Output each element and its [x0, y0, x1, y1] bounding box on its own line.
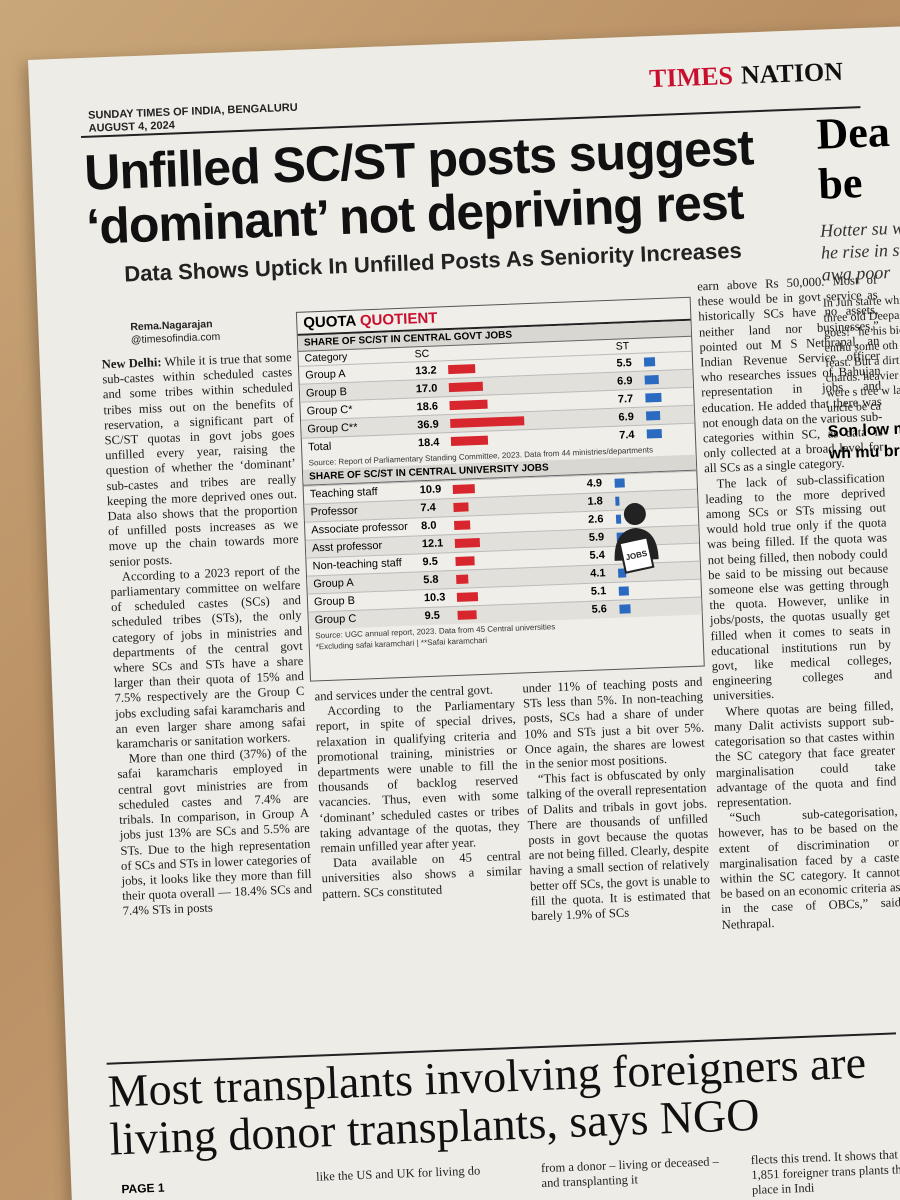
- sidebar-headline-b: be: [817, 158, 864, 209]
- article-paragraph: under 11% of teaching posts and STs less…: [522, 674, 705, 772]
- sc-value: 10.9: [413, 480, 448, 500]
- dateline: New Delhi:: [101, 355, 162, 372]
- sc-value: 36.9: [410, 414, 446, 435]
- sidebar-body: In Jun starte which three old Deepa goes…: [822, 292, 900, 415]
- sidebar-headline-a: Dea: [815, 106, 891, 159]
- sc-bar: [448, 364, 476, 375]
- sc-value: 13.2: [408, 360, 443, 381]
- st-bar: [647, 429, 663, 439]
- sc-bar: [453, 483, 476, 494]
- quota-quotient-chart: QUOTA QUOTIENT SHARE OF SC/ST IN CENTRAL…: [295, 296, 705, 682]
- sc-value: 18.4: [411, 432, 446, 453]
- article-paragraph: More than one third (37%) of the safai k…: [117, 745, 313, 919]
- st-value: 7.7: [611, 389, 641, 409]
- bottom-column-2: from a donor – living or deceased – and …: [540, 1154, 720, 1191]
- st-bar: [644, 357, 656, 367]
- sc-bar: [454, 519, 471, 530]
- article-paragraph: The lack of sub-classification leading t…: [705, 470, 893, 704]
- st-bar: [614, 478, 625, 488]
- st-value: 7.4: [612, 425, 642, 445]
- st-value: 6.9: [610, 371, 640, 391]
- article-paragraph: “This fact is obfuscated by only talking…: [526, 765, 711, 924]
- sc-bar: [449, 399, 488, 411]
- sidebar-story: Dea be Hotter su with he rise in s of aw…: [815, 106, 900, 466]
- article-paragraph: New Delhi: While it is true that some su…: [101, 350, 299, 569]
- govt-jobs-table: Category SC ST Group A 13.2 5.5 Group B 17.0…: [298, 337, 696, 457]
- bottom-headline: Most transplants involving foreigners ar…: [106, 1036, 867, 1165]
- sc-bar: [453, 502, 469, 512]
- sc-value: 9.5: [418, 606, 453, 626]
- article-paragraph: “Such sub-categorisation, however, has t…: [717, 804, 900, 932]
- article-paragraph: Where quotas are being filled, many Dali…: [713, 697, 897, 810]
- sidebar-teaser: Hotter su with he rise in s of awa poor: [819, 216, 900, 285]
- sc-bar: [455, 555, 476, 566]
- st-value: 5.1: [584, 581, 614, 602]
- masthead-nation: NATION: [740, 56, 844, 90]
- bottom-column-3: flects this trend. It shows that of the …: [750, 1146, 900, 1198]
- st-value: 6.9: [612, 407, 641, 427]
- sc-value: 5.8: [416, 570, 452, 590]
- sc-bar: [457, 610, 478, 620]
- sidebar-bold: Son low ma wh mu br a p: [827, 420, 900, 463]
- sc-bar: [457, 591, 479, 602]
- masthead-times: TIMES: [648, 60, 734, 94]
- sc-value: 9.5: [416, 552, 451, 572]
- article-paragraph: According to a 2023 report of the parlia…: [110, 562, 306, 752]
- article-paragraph: According to the Parliamentary report, i…: [315, 696, 521, 856]
- jobs-person-icon: JOBS: [614, 503, 659, 574]
- article-column-1: New Delhi: While it is true that some su…: [101, 350, 312, 919]
- st-bar: [619, 604, 631, 614]
- bottom-column-1: like the US and UK for living do: [315, 1163, 481, 1184]
- sc-bar: [450, 416, 525, 429]
- article-paragraph: Data available on 45 central universitie…: [321, 848, 522, 901]
- byline-handle: @timesofindia.com: [130, 330, 221, 347]
- sc-value: 7.4: [414, 498, 449, 518]
- article-column-2: and services under the central govt. Acc…: [314, 682, 522, 902]
- sc-value: 8.0: [414, 516, 449, 536]
- sc-value: 17.0: [409, 378, 444, 399]
- st-value: 5.6: [585, 599, 614, 619]
- sc-bar: [449, 381, 484, 393]
- st-bar: [645, 393, 662, 403]
- sc-bar: [451, 435, 489, 447]
- sc-bar: [455, 537, 480, 548]
- st-value: 5.5: [610, 353, 639, 373]
- sc-value: 12.1: [415, 534, 450, 554]
- sc-value: 10.3: [417, 588, 452, 608]
- sc-value: 18.6: [410, 396, 445, 417]
- newspaper-page: SUNDAY TIMES OF INDIA, BENGALURU AUGUST …: [28, 25, 900, 1200]
- st-bar: [618, 585, 630, 596]
- byline: Rema.Nagarajan @timesofindia.com: [130, 318, 220, 347]
- article-column-3: under 11% of teaching posts and STs less…: [522, 675, 711, 925]
- sc-bar: [456, 574, 469, 584]
- st-value: 4.9: [580, 474, 610, 494]
- masthead: TIMES NATION: [649, 57, 844, 94]
- st-bar: [646, 411, 661, 421]
- article-headline: Unfilled SC/ST posts suggest ‘dominant’ …: [83, 119, 755, 255]
- st-bar: [644, 375, 660, 385]
- page-reference: PAGE 1: [121, 1180, 165, 1197]
